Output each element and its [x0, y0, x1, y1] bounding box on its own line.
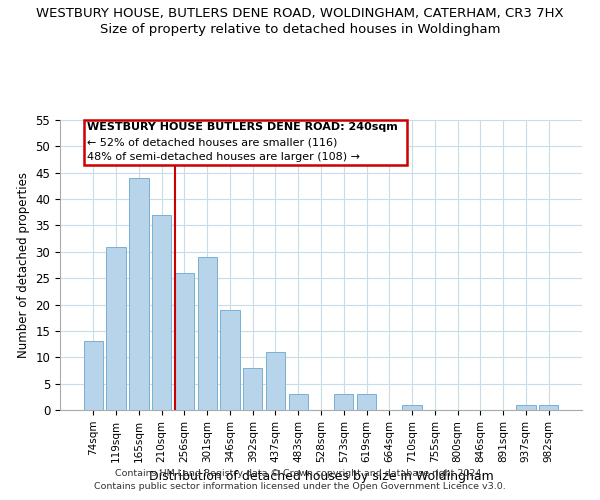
Bar — [403, 404, 422, 410]
Bar — [243, 368, 262, 410]
Y-axis label: Number of detached properties: Number of detached properties — [17, 172, 30, 358]
FancyBboxPatch shape — [84, 120, 407, 165]
Bar — [289, 394, 308, 410]
Bar — [357, 394, 376, 410]
Bar — [106, 246, 126, 410]
X-axis label: Distribution of detached houses by size in Woldingham: Distribution of detached houses by size … — [149, 470, 493, 483]
Text: Contains public sector information licensed under the Open Government Licence v3: Contains public sector information licen… — [94, 482, 506, 491]
Bar — [334, 394, 353, 410]
Bar — [516, 404, 536, 410]
Bar — [152, 215, 172, 410]
Bar — [266, 352, 285, 410]
Bar — [129, 178, 149, 410]
Text: Size of property relative to detached houses in Woldingham: Size of property relative to detached ho… — [100, 22, 500, 36]
Bar — [84, 342, 103, 410]
Text: WESTBURY HOUSE BUTLERS DENE ROAD: 240sqm: WESTBURY HOUSE BUTLERS DENE ROAD: 240sqm — [87, 122, 398, 132]
Bar — [197, 257, 217, 410]
Text: 48% of semi-detached houses are larger (108) →: 48% of semi-detached houses are larger (… — [87, 152, 360, 162]
Text: WESTBURY HOUSE, BUTLERS DENE ROAD, WOLDINGHAM, CATERHAM, CR3 7HX: WESTBURY HOUSE, BUTLERS DENE ROAD, WOLDI… — [36, 8, 564, 20]
Text: ← 52% of detached houses are smaller (116): ← 52% of detached houses are smaller (11… — [87, 138, 338, 147]
Bar — [175, 273, 194, 410]
Bar — [539, 404, 558, 410]
Text: Contains HM Land Registry data © Crown copyright and database right 2024.: Contains HM Land Registry data © Crown c… — [115, 468, 485, 477]
Bar — [220, 310, 239, 410]
